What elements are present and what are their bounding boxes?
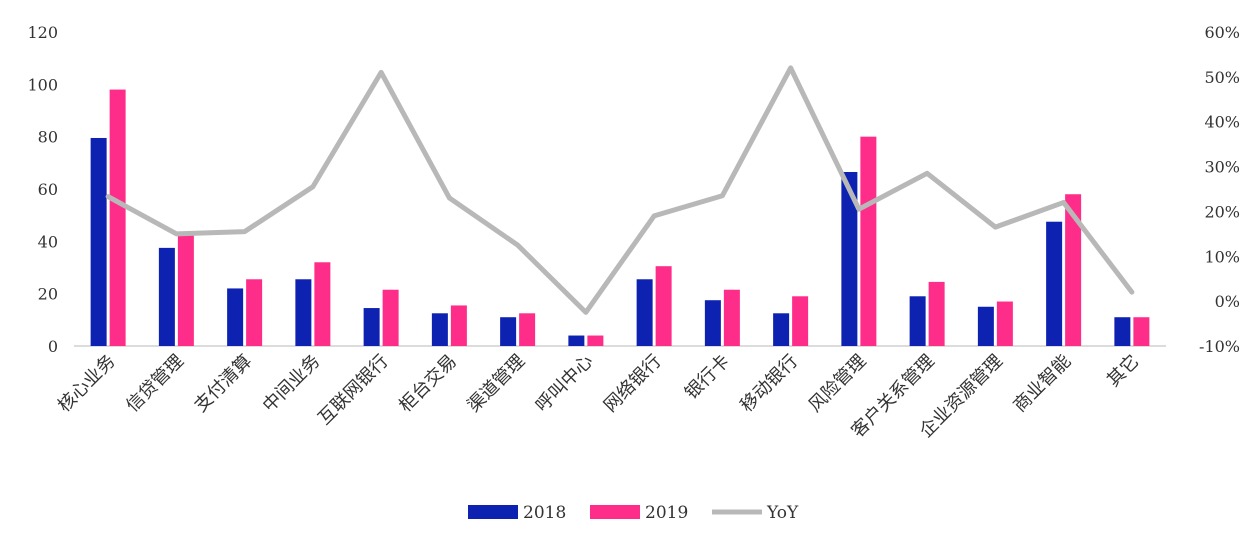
category-label: 网络银行 xyxy=(600,351,666,417)
bar-2018-13 xyxy=(978,307,994,346)
category-label: 呼叫中心 xyxy=(532,351,598,417)
legend-swatch-2018 xyxy=(468,505,518,519)
bar-2019-1 xyxy=(178,233,194,346)
bar-2018-1 xyxy=(159,248,175,346)
category-label: 风险管理 xyxy=(805,351,871,417)
left-tick-label: 40 xyxy=(38,232,58,251)
right-tick-label: 0% xyxy=(1215,292,1240,311)
bar-2019-11 xyxy=(860,137,876,346)
bar-2019-13 xyxy=(997,302,1013,346)
bar-2018-9 xyxy=(705,300,721,346)
bar-2018-15 xyxy=(1114,317,1130,346)
bar-2018-5 xyxy=(432,313,448,346)
category-label: 渠道管理 xyxy=(463,351,529,417)
yoy-line-group xyxy=(108,68,1132,313)
bar-2019-6 xyxy=(519,313,535,346)
legend-swatch-2019 xyxy=(590,505,640,519)
bar-2019-4 xyxy=(383,290,399,346)
bar-2018-3 xyxy=(295,279,311,346)
bar-2018-10 xyxy=(773,313,789,346)
category-label: 信贷管理 xyxy=(122,351,188,417)
bar-2019-0 xyxy=(110,90,126,346)
category-label: 商业智能 xyxy=(1009,351,1075,417)
bar-2019-10 xyxy=(792,296,808,346)
category-label: 互联网银行 xyxy=(314,351,392,429)
category-labels: 核心业务信贷管理支付清算中间业务互联网银行柜台交易渠道管理呼叫中心网络银行银行卡… xyxy=(54,351,1144,442)
bar-2018-4 xyxy=(364,308,380,346)
yoy-line xyxy=(108,68,1132,312)
legend-label: 2018 xyxy=(523,503,566,523)
legend-label: YoY xyxy=(766,503,799,523)
right-tick-label: 30% xyxy=(1204,158,1240,177)
right-tick-label: -10% xyxy=(1199,337,1240,356)
bars-group xyxy=(91,90,1150,346)
bar-2018-0 xyxy=(91,138,107,346)
legend-label: 2019 xyxy=(645,503,688,523)
bar-2018-2 xyxy=(227,288,243,346)
category-label: 核心业务 xyxy=(54,351,120,417)
right-tick-label: 10% xyxy=(1204,247,1240,266)
left-tick-label: 80 xyxy=(38,128,58,147)
category-label: 中间业务 xyxy=(259,351,325,417)
category-label: 银行卡 xyxy=(681,351,734,404)
left-tick-label: 0 xyxy=(48,337,58,356)
bar-2019-8 xyxy=(656,266,672,346)
bar-2019-7 xyxy=(587,336,603,346)
left-tick-label: 20 xyxy=(38,285,58,304)
bar-2019-15 xyxy=(1133,317,1149,346)
bar-2019-12 xyxy=(929,282,945,346)
bar-2018-12 xyxy=(910,296,926,346)
bar-2019-3 xyxy=(314,262,330,346)
left-tick-label: 60 xyxy=(38,180,58,199)
left-tick-label: 120 xyxy=(27,23,58,42)
left-axis-ticks: 0 20 40 60 80 100 120 xyxy=(27,23,58,356)
category-label: 支付清算 xyxy=(190,351,256,417)
category-label: 移动银行 xyxy=(736,351,802,417)
bar-2018-7 xyxy=(568,336,584,346)
right-tick-label: 40% xyxy=(1204,113,1240,132)
right-tick-label: 60% xyxy=(1204,23,1240,42)
bar-2018-8 xyxy=(637,279,653,346)
right-tick-label: 20% xyxy=(1204,202,1240,221)
bar-2018-6 xyxy=(500,317,516,346)
category-label: 其它 xyxy=(1103,351,1143,391)
category-label: 柜台交易 xyxy=(395,351,461,417)
legend: 2018 2019 YoY xyxy=(468,503,799,523)
bar-2019-5 xyxy=(451,305,467,346)
bar-2019-2 xyxy=(246,279,262,346)
bar-2019-9 xyxy=(724,290,740,346)
left-tick-label: 100 xyxy=(27,75,58,94)
right-axis-ticks: -10% 0% 10% 20% 30% 40% 50% 60% xyxy=(1199,23,1240,356)
bar-2018-14 xyxy=(1046,222,1062,346)
right-tick-label: 50% xyxy=(1204,68,1240,87)
